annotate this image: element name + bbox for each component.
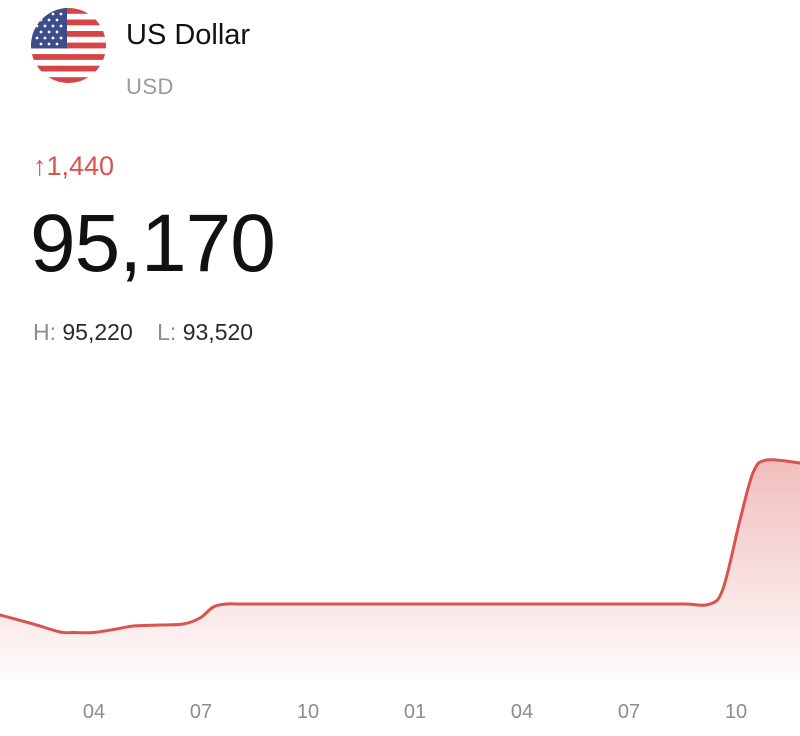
price-chart[interactable]: 04 07 10 01 04 07 10	[0, 380, 800, 736]
x-tick-label: 07	[190, 701, 212, 723]
x-tick-label: 04	[83, 701, 105, 723]
low-value: 93,520	[182, 319, 254, 345]
currency-code: USD	[126, 74, 174, 99]
currency-name: US Dollar	[126, 19, 251, 51]
low-label: L:	[157, 319, 177, 345]
high-low-range: H: 95,220 L: 93,520	[33, 318, 253, 346]
us-flag-icon	[31, 8, 106, 83]
x-tick-label: 04	[511, 701, 533, 723]
up-arrow-icon: ↑	[33, 151, 47, 181]
current-price: 95,170	[30, 198, 276, 289]
price-change-value: 1,440	[46, 151, 115, 181]
price-change: ↑1,440	[33, 150, 114, 182]
x-tick-label: 01	[404, 701, 426, 723]
high-value: 95,220	[62, 319, 133, 345]
price-line	[0, 458, 800, 635]
high-label: H:	[33, 319, 56, 345]
x-tick-label: 10	[725, 701, 747, 723]
x-axis-ticks: 04 07 10 01 04 07 10	[83, 701, 747, 723]
currency-header: US Dollar USD	[0, 0, 800, 110]
x-tick-label: 07	[618, 701, 640, 723]
x-tick-label: 10	[297, 701, 319, 723]
price-area	[0, 459, 800, 680]
